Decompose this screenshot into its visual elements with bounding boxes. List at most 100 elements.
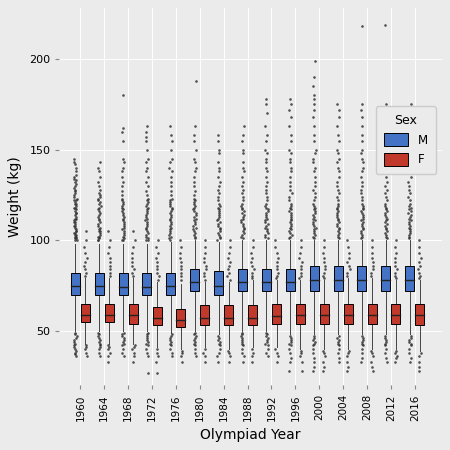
Point xyxy=(343,269,351,276)
Point xyxy=(94,220,102,228)
Point xyxy=(72,180,79,188)
Point xyxy=(406,122,413,130)
Point xyxy=(118,226,125,233)
Point xyxy=(166,198,173,206)
Point xyxy=(310,235,318,242)
Point xyxy=(121,353,128,360)
Point xyxy=(358,345,365,352)
Point xyxy=(120,230,127,237)
Point xyxy=(382,224,390,231)
Point xyxy=(94,197,102,204)
Bar xyxy=(200,306,209,325)
Point xyxy=(359,155,366,162)
Legend: M, F: M, F xyxy=(376,106,436,174)
Point xyxy=(312,57,319,64)
Bar xyxy=(190,269,199,291)
Point xyxy=(287,204,294,211)
Point xyxy=(94,237,102,244)
Point xyxy=(216,189,223,197)
Point xyxy=(392,262,399,269)
Point xyxy=(215,168,222,175)
Point xyxy=(416,364,423,371)
Point xyxy=(367,347,374,354)
Point xyxy=(311,209,319,216)
Point xyxy=(144,334,151,342)
Point xyxy=(226,276,234,284)
Point xyxy=(142,213,149,220)
Point xyxy=(226,258,233,265)
Point xyxy=(264,207,271,215)
Point xyxy=(264,230,271,237)
Point xyxy=(190,173,198,180)
Point xyxy=(357,186,364,193)
Point xyxy=(286,224,293,231)
Point xyxy=(95,345,103,352)
Point xyxy=(383,207,390,215)
Point xyxy=(240,224,247,231)
Point xyxy=(73,237,80,244)
Point xyxy=(369,364,376,371)
Point xyxy=(359,333,366,340)
Point xyxy=(82,343,89,351)
Point xyxy=(262,155,269,162)
Point xyxy=(359,222,366,230)
Bar xyxy=(248,306,257,325)
Point xyxy=(310,228,318,235)
Point xyxy=(225,358,232,365)
Point xyxy=(202,276,209,284)
Point xyxy=(118,202,126,209)
Point xyxy=(407,385,414,392)
Point xyxy=(143,215,150,222)
Point xyxy=(321,244,328,251)
Point xyxy=(166,230,174,237)
Point xyxy=(131,342,138,349)
Point xyxy=(224,347,231,354)
Point xyxy=(264,226,271,233)
Point xyxy=(312,224,319,231)
Point xyxy=(407,159,414,166)
Point xyxy=(286,197,293,204)
Point xyxy=(405,219,413,226)
Point xyxy=(238,204,245,211)
Point xyxy=(106,349,113,356)
Point xyxy=(200,255,207,262)
Point xyxy=(215,159,222,166)
Bar xyxy=(357,266,366,291)
Point xyxy=(287,355,294,362)
Point xyxy=(167,207,174,215)
Point xyxy=(382,193,390,200)
Point xyxy=(261,202,269,209)
Point xyxy=(273,274,280,282)
Point xyxy=(262,349,270,356)
Point xyxy=(309,113,316,121)
Point xyxy=(309,215,316,222)
Point xyxy=(310,333,318,340)
Point xyxy=(286,367,293,374)
Point xyxy=(248,358,256,365)
Point xyxy=(71,175,78,182)
Point xyxy=(142,224,149,231)
Point xyxy=(238,349,245,356)
Point xyxy=(309,200,316,207)
Point xyxy=(369,349,376,356)
Point xyxy=(264,220,271,228)
Point xyxy=(383,155,391,162)
Point xyxy=(273,358,280,365)
Point xyxy=(320,358,327,365)
Point xyxy=(191,329,198,336)
Point xyxy=(288,212,295,219)
Point xyxy=(264,345,271,352)
Point xyxy=(81,262,88,269)
Point xyxy=(145,329,152,336)
Point xyxy=(72,200,79,207)
Point xyxy=(405,349,412,356)
Point xyxy=(286,106,293,113)
Point xyxy=(72,179,79,186)
Point xyxy=(310,226,318,233)
Point xyxy=(238,202,245,209)
Point xyxy=(215,207,222,215)
Point xyxy=(262,333,270,340)
Point xyxy=(248,353,255,360)
Point xyxy=(405,131,412,139)
Point xyxy=(286,95,293,103)
